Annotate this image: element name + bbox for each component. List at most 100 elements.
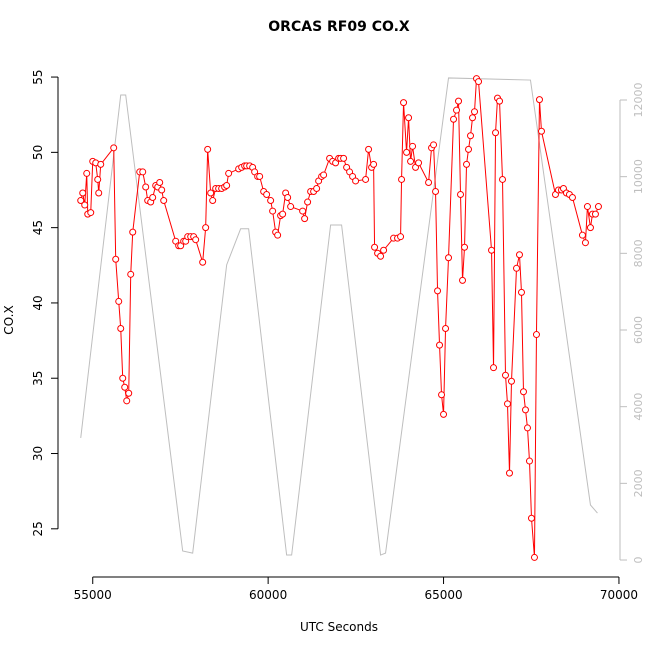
data-point <box>581 239 589 247</box>
data-point <box>459 276 467 284</box>
data-point <box>499 175 507 183</box>
y-tick-label: 40 <box>31 295 45 310</box>
data-point <box>436 341 444 349</box>
data-point <box>440 410 448 418</box>
data-point <box>365 145 373 153</box>
data-point <box>434 287 442 295</box>
data-point <box>445 254 453 262</box>
data-point <box>256 172 264 180</box>
data-point <box>594 203 602 211</box>
data-point <box>463 160 471 168</box>
y-tick-label: 35 <box>31 371 45 386</box>
y2-tick-label: 8000 <box>632 239 645 267</box>
data-point <box>267 197 275 205</box>
data-point <box>269 207 277 215</box>
data-point <box>519 388 527 396</box>
data-point <box>207 189 215 197</box>
data-point <box>537 127 545 135</box>
data-point <box>475 78 483 86</box>
data-point <box>583 203 591 211</box>
data-point <box>112 255 120 263</box>
x-tick-label: 55000 <box>74 588 112 602</box>
data-point <box>81 201 89 209</box>
y2-tick-label: 12000 <box>632 82 645 117</box>
data-point <box>523 424 531 432</box>
data-point <box>432 188 440 196</box>
data-point <box>450 115 458 123</box>
data-point <box>158 186 166 194</box>
data-point <box>79 189 87 197</box>
data-point <box>192 236 200 244</box>
data-point <box>503 400 511 408</box>
y-tick-label: 45 <box>31 220 45 235</box>
data-point <box>530 553 538 561</box>
data-point <box>505 469 513 477</box>
data-point <box>279 210 287 218</box>
y-tick-label: 30 <box>31 446 45 461</box>
x-tick-label: 65000 <box>424 588 462 602</box>
y2-tick-label: 2000 <box>632 469 645 497</box>
data-point <box>492 129 500 137</box>
data-point <box>313 184 321 192</box>
data-point <box>532 331 540 339</box>
data-point <box>121 383 129 391</box>
data-point <box>465 145 473 153</box>
data-point <box>453 106 461 114</box>
data-point <box>496 97 504 105</box>
data-point <box>371 243 379 251</box>
data-point <box>87 209 95 217</box>
data-point <box>425 178 433 186</box>
data-point <box>115 297 123 305</box>
x-tick-label: 70000 <box>600 588 638 602</box>
data-point <box>352 177 360 185</box>
data-point <box>117 325 125 333</box>
data-point <box>119 374 127 382</box>
y2-tick-label: 10000 <box>632 159 645 194</box>
data-point <box>409 142 417 150</box>
data-point <box>490 364 498 372</box>
data-point <box>299 207 307 215</box>
data-point <box>461 243 469 251</box>
data-point <box>515 251 523 259</box>
data-point <box>160 197 168 205</box>
data-point <box>370 160 378 168</box>
data-point <box>442 325 450 333</box>
data-point <box>525 457 533 465</box>
y2-tick-label: 4000 <box>632 393 645 421</box>
data-point <box>125 389 133 397</box>
data-point <box>94 175 102 183</box>
data-point <box>513 264 521 272</box>
y-axis-label: CO.X <box>2 305 16 334</box>
data-point <box>223 181 231 189</box>
data-point <box>301 215 309 223</box>
data-point <box>123 397 131 405</box>
data-point <box>407 157 415 165</box>
data-point <box>455 97 463 105</box>
data-point <box>95 189 103 197</box>
data-point <box>578 231 586 239</box>
data-point <box>467 132 475 140</box>
data-point <box>501 371 509 379</box>
series-line <box>80 77 598 556</box>
data-point <box>377 252 385 260</box>
data-point <box>97 160 105 168</box>
data-point <box>340 154 348 162</box>
data-point <box>149 194 157 202</box>
data-point <box>415 159 423 167</box>
data-point <box>83 169 91 177</box>
data-point <box>199 258 207 266</box>
x-tick-label: 60000 <box>249 588 287 602</box>
y2-tick-label: 0 <box>632 557 645 564</box>
data-point <box>403 148 411 156</box>
y-tick-label: 55 <box>31 69 45 84</box>
data-point <box>139 168 147 176</box>
data-point <box>156 178 164 186</box>
data-point <box>405 114 413 122</box>
data-point <box>320 171 328 179</box>
data-point <box>521 406 529 414</box>
data-point <box>287 203 295 211</box>
x-axis-label: UTC Seconds <box>300 620 378 634</box>
data-point <box>535 96 543 104</box>
data-point <box>274 231 282 239</box>
